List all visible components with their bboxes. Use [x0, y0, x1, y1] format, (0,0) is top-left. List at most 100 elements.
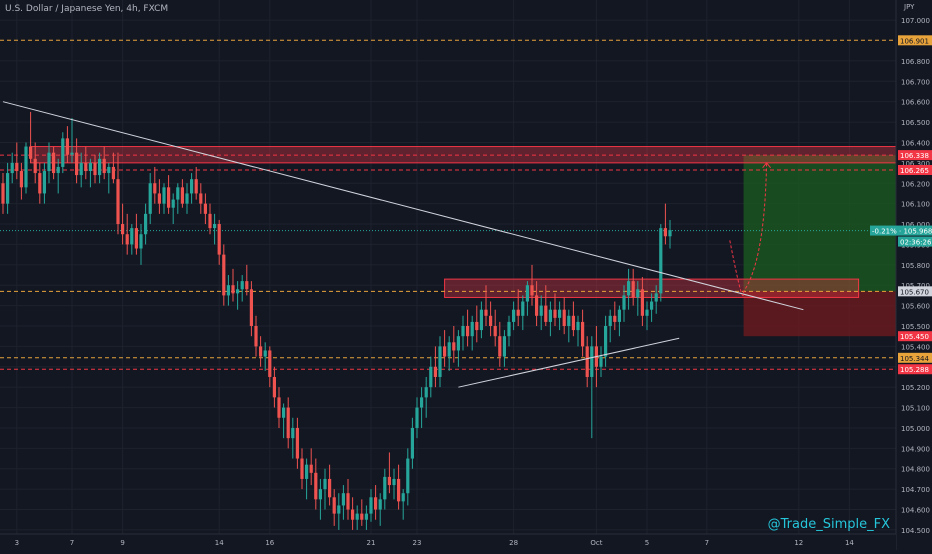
candle-body: [185, 193, 189, 204]
time-tick-label: 21: [367, 539, 376, 547]
candle-body: [314, 472, 318, 500]
time-axis[interactable]: 3 7 9 14 16 21 23 28 Oct 5 7 12 14: [0, 533, 896, 550]
price-tick-label: 106.300: [901, 160, 930, 168]
trendlines[interactable]: [2, 101, 804, 388]
price-axis-background: [896, 0, 932, 550]
candle: [84, 146, 88, 180]
candle: [613, 301, 617, 331]
candle-body: [406, 458, 410, 494]
candle-body: [502, 336, 506, 357]
candle-body: [249, 289, 253, 326]
candle-body: [33, 158, 37, 174]
candle: [222, 244, 226, 306]
candle-body: [567, 315, 571, 326]
candle: [157, 179, 161, 214]
candle-body: [15, 162, 19, 172]
candle: [341, 485, 345, 520]
candle: [10, 152, 14, 184]
candle: [530, 264, 534, 306]
candle: [305, 458, 309, 500]
candle-body: [461, 326, 465, 337]
candle: [415, 397, 419, 439]
axis-unit-label[interactable]: JPY: [904, 3, 915, 11]
candle: [374, 485, 378, 520]
candle: [102, 146, 106, 180]
candle: [42, 162, 46, 204]
candle: [360, 499, 364, 526]
candle: [351, 497, 355, 530]
candle-body: [56, 166, 60, 174]
candle: [654, 285, 658, 314]
price-tick-label: 106.500: [901, 119, 930, 127]
candle-body: [539, 305, 543, 316]
candle-body: [286, 407, 290, 439]
candle: [507, 315, 511, 347]
candle-body: [194, 179, 198, 194]
candle-body: [355, 513, 359, 520]
candle: [15, 142, 19, 180]
candle: [56, 158, 60, 194]
candle-body: [645, 309, 649, 316]
candle-body: [332, 497, 336, 514]
candle: [134, 213, 138, 255]
candle-body: [254, 326, 258, 347]
candle: [429, 356, 433, 398]
candle-body: [70, 152, 74, 155]
candle-body: [383, 476, 387, 500]
candle-body: [576, 321, 580, 331]
candle: [397, 464, 401, 510]
candle: [645, 301, 649, 331]
candle-body: [608, 315, 612, 326]
candle: [144, 203, 148, 245]
candle: [194, 166, 198, 200]
candle: [608, 309, 612, 343]
candle: [6, 162, 10, 214]
price-tick-label: 105.700: [901, 282, 930, 290]
candle-body: [627, 281, 631, 296]
candle: [663, 203, 667, 245]
candle-body: [52, 152, 56, 174]
price-label-badge: [898, 150, 932, 161]
candle: [139, 224, 143, 265]
candle-body: [429, 366, 433, 388]
candle: [171, 193, 175, 225]
candle: [443, 330, 447, 367]
candle-body: [525, 285, 529, 302]
price-label-badge: [898, 35, 932, 46]
candle-body: [599, 356, 603, 367]
candle: [489, 301, 493, 337]
candle: [466, 309, 470, 347]
candle-body: [410, 427, 414, 459]
candle-body: [631, 281, 635, 298]
candle-body: [512, 309, 516, 322]
candle-body: [61, 138, 65, 167]
drawing-zones: [30, 146, 910, 337]
price-levels: [0, 39, 896, 370]
candle-body: [617, 309, 621, 322]
time-tick-label: 14: [845, 539, 854, 547]
symbol-title[interactable]: U.S. Dollar / Japanese Yen, 4h, FXCM: [5, 4, 169, 14]
candle-body: [489, 315, 493, 326]
candle: [447, 336, 451, 371]
candle: [604, 315, 608, 367]
price-tick-label: 105.800: [901, 262, 930, 270]
candle: [502, 330, 506, 367]
candle: [622, 285, 626, 322]
price-tick-label: 106.600: [901, 99, 930, 107]
candle-body: [42, 171, 46, 194]
price-axis[interactable]: 107.000 106.800 106.700 106.600 106.500 106.4…: [870, 0, 932, 550]
candle: [599, 346, 603, 377]
candle: [217, 219, 221, 265]
watermark-text: @Trade_Simple_FX: [767, 517, 890, 532]
candle-body: [364, 513, 368, 520]
candle-body: [521, 301, 525, 316]
price-tick-label: 105.400: [901, 343, 930, 351]
candle: [332, 489, 336, 526]
candle-body: [387, 476, 391, 486]
candle-body: [318, 489, 322, 500]
candle: [383, 468, 387, 510]
candle-body: [470, 321, 474, 337]
candle: [539, 295, 543, 331]
